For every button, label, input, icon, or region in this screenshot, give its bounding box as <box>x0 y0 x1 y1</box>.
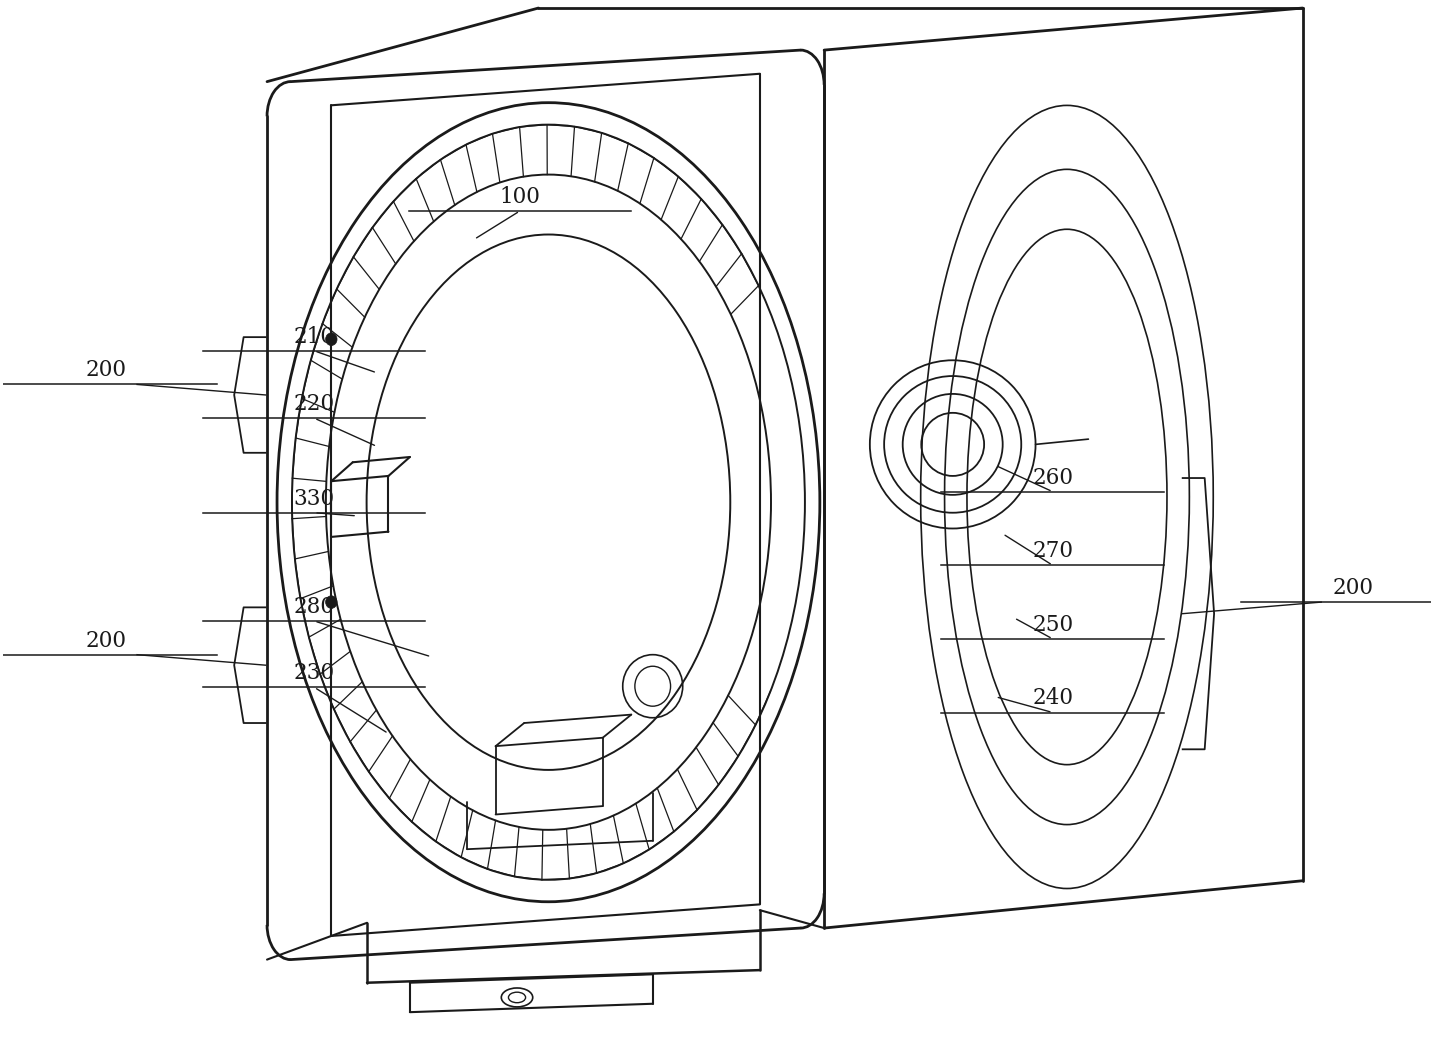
Text: 200: 200 <box>85 359 126 382</box>
Text: 260: 260 <box>1032 466 1073 488</box>
Text: 250: 250 <box>1032 614 1073 635</box>
Text: 100: 100 <box>499 186 541 208</box>
Text: 240: 240 <box>1032 687 1073 709</box>
Text: 330: 330 <box>294 487 334 509</box>
Text: 230: 230 <box>294 662 334 684</box>
Text: 200: 200 <box>85 630 126 651</box>
Text: 210: 210 <box>294 326 334 348</box>
Ellipse shape <box>326 596 337 609</box>
Text: 280: 280 <box>294 596 334 618</box>
Ellipse shape <box>326 333 337 346</box>
Text: 220: 220 <box>294 393 334 415</box>
Text: 200: 200 <box>1332 577 1374 599</box>
Text: 270: 270 <box>1032 540 1073 562</box>
